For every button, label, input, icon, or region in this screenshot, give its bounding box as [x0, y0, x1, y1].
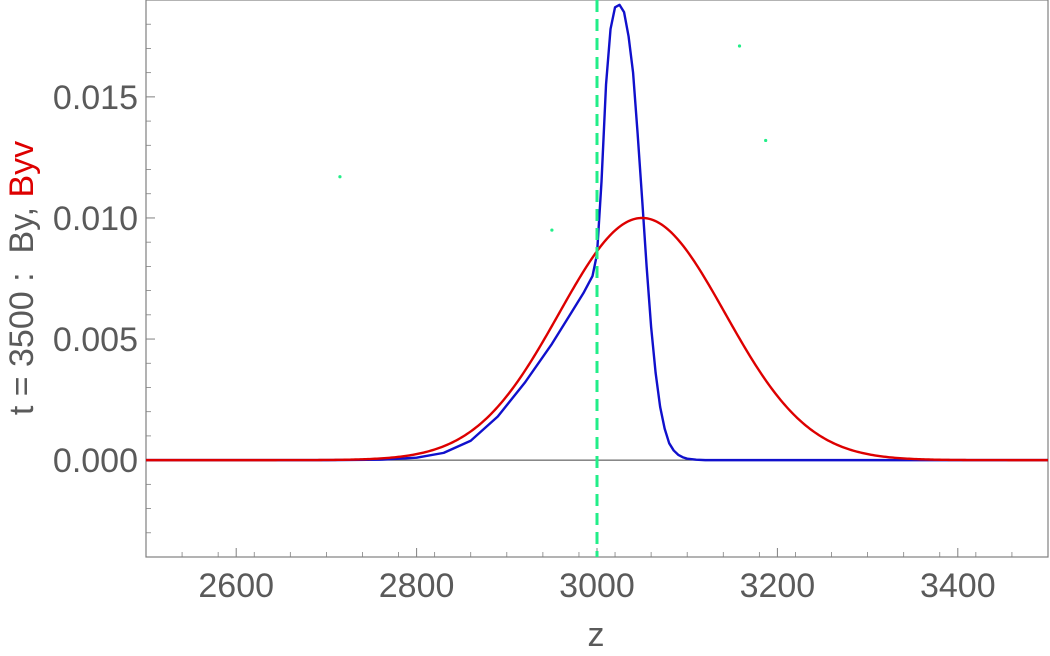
y-tick-label: 0.010: [53, 200, 138, 238]
y-tick-label: 0.000: [53, 442, 138, 480]
x-axis-title: z: [588, 616, 605, 654]
series-line-by: [146, 3, 1048, 462]
data-marker: [737, 44, 742, 48]
x-tick-label: 3000: [559, 567, 635, 605]
data-marker: [338, 175, 342, 179]
x-tick-label: 3400: [920, 567, 996, 605]
data-marker: [550, 228, 554, 232]
markers-layer: [338, 44, 768, 232]
y-tick-label: 0.005: [53, 321, 138, 359]
y-minor-ticks: [146, 0, 151, 558]
y-tick-label: 0.015: [53, 79, 138, 117]
x-tick-label: 2800: [379, 567, 455, 605]
major-ticks: [146, 96, 959, 557]
data-marker: [764, 138, 768, 143]
y-axis-title: t = 3500 : By, Byv: [3, 141, 41, 415]
x-tick-label: 3200: [740, 567, 816, 605]
y-axis-title-part: Byv: [3, 141, 41, 198]
x-tick-label: 2600: [198, 567, 274, 605]
y-tick-labels: 0.000 0.005 0.010 0.015: [53, 79, 138, 480]
x-tick-labels: 2600 2800 3000 3200 3400: [198, 567, 995, 605]
y-axis-title-part: t = 3500 : By,: [3, 198, 41, 416]
x-minor-ticks: [145, 552, 1049, 557]
